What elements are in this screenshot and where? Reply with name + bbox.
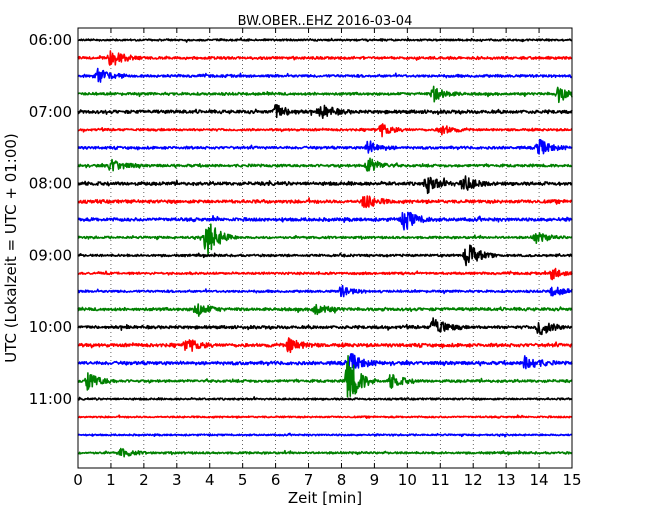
x-tick-label: 15 xyxy=(562,471,581,489)
trace-line-0745 xyxy=(77,157,573,172)
plot-frame xyxy=(77,27,573,469)
chart-title: BW.OBER..EHZ 2016-03-04 xyxy=(238,14,413,29)
x-tick-label: 14 xyxy=(530,471,549,489)
trace-group xyxy=(77,37,573,458)
x-tick-label: 0 xyxy=(73,471,83,489)
trace-line-0930 xyxy=(77,284,573,298)
x-tick-label: 9 xyxy=(370,471,380,489)
trace-line-0715 xyxy=(77,123,573,138)
x-axis-label: Zeit [min] xyxy=(288,489,362,507)
x-tick-label: 12 xyxy=(464,471,483,489)
x-tick-label: 7 xyxy=(304,471,314,489)
trace-line-1145 xyxy=(77,447,573,458)
x-tick-label: 8 xyxy=(337,471,347,489)
trace-line-1130 xyxy=(77,432,573,438)
x-tick-label: 3 xyxy=(172,471,182,489)
y-tick-label: 06:00 xyxy=(29,31,72,49)
trace-line-0800 xyxy=(77,175,573,195)
trace-line-0830 xyxy=(77,211,573,231)
trace-line-1100 xyxy=(77,396,573,401)
trace-line-0815 xyxy=(77,195,573,209)
trace-line-1115 xyxy=(77,414,573,419)
y-axis-label: UTC (Lokalzeit = UTC + 01:00) xyxy=(2,133,20,363)
x-tick-label: 11 xyxy=(431,471,450,489)
x-tick-label: 1 xyxy=(106,471,116,489)
trace-line-0915 xyxy=(77,267,573,281)
y-tick-label: 11:00 xyxy=(29,390,72,408)
x-tick-label: 10 xyxy=(398,471,417,489)
x-tick-label: 6 xyxy=(271,471,281,489)
trace-line-0730 xyxy=(77,138,573,155)
y-tick-label: 07:00 xyxy=(29,103,72,121)
trace-line-1000 xyxy=(77,317,573,336)
trace-line-0945 xyxy=(77,303,573,317)
trace-line-0645 xyxy=(77,85,573,104)
axis-ticks xyxy=(77,28,573,468)
trace-line-0630 xyxy=(77,67,573,83)
trace-line-0615 xyxy=(77,50,573,66)
y-tick-label: 10:00 xyxy=(29,318,72,336)
y-tick-label: 09:00 xyxy=(29,246,72,264)
trace-line-0845 xyxy=(77,223,573,257)
x-tick-label: 5 xyxy=(238,471,248,489)
trace-line-0900 xyxy=(77,244,573,267)
trace-line-0600 xyxy=(77,37,573,43)
trace-line-1015 xyxy=(77,337,573,354)
x-tick-label: 4 xyxy=(205,471,215,489)
trace-line-1045 xyxy=(77,355,573,398)
x-tick-label: 2 xyxy=(139,471,149,489)
trace-line-0700 xyxy=(77,103,573,119)
tick-labels: 0 1 2 3 4 5 6 7 8 9 10 11 12 13 14 1506:0007:0008:0009:… xyxy=(29,31,582,489)
trace-line-1030 xyxy=(77,353,573,372)
x-tick-label: 13 xyxy=(497,471,516,489)
y-tick-label: 08:00 xyxy=(29,175,72,193)
